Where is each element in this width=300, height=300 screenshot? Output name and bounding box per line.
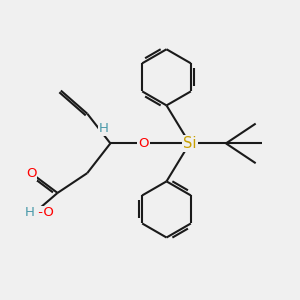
- Text: O: O: [138, 137, 148, 150]
- Text: O: O: [26, 167, 36, 180]
- Text: Si: Si: [183, 136, 196, 151]
- Text: H: H: [99, 122, 109, 135]
- Text: H: H: [25, 206, 34, 219]
- Text: -O: -O: [34, 206, 54, 219]
